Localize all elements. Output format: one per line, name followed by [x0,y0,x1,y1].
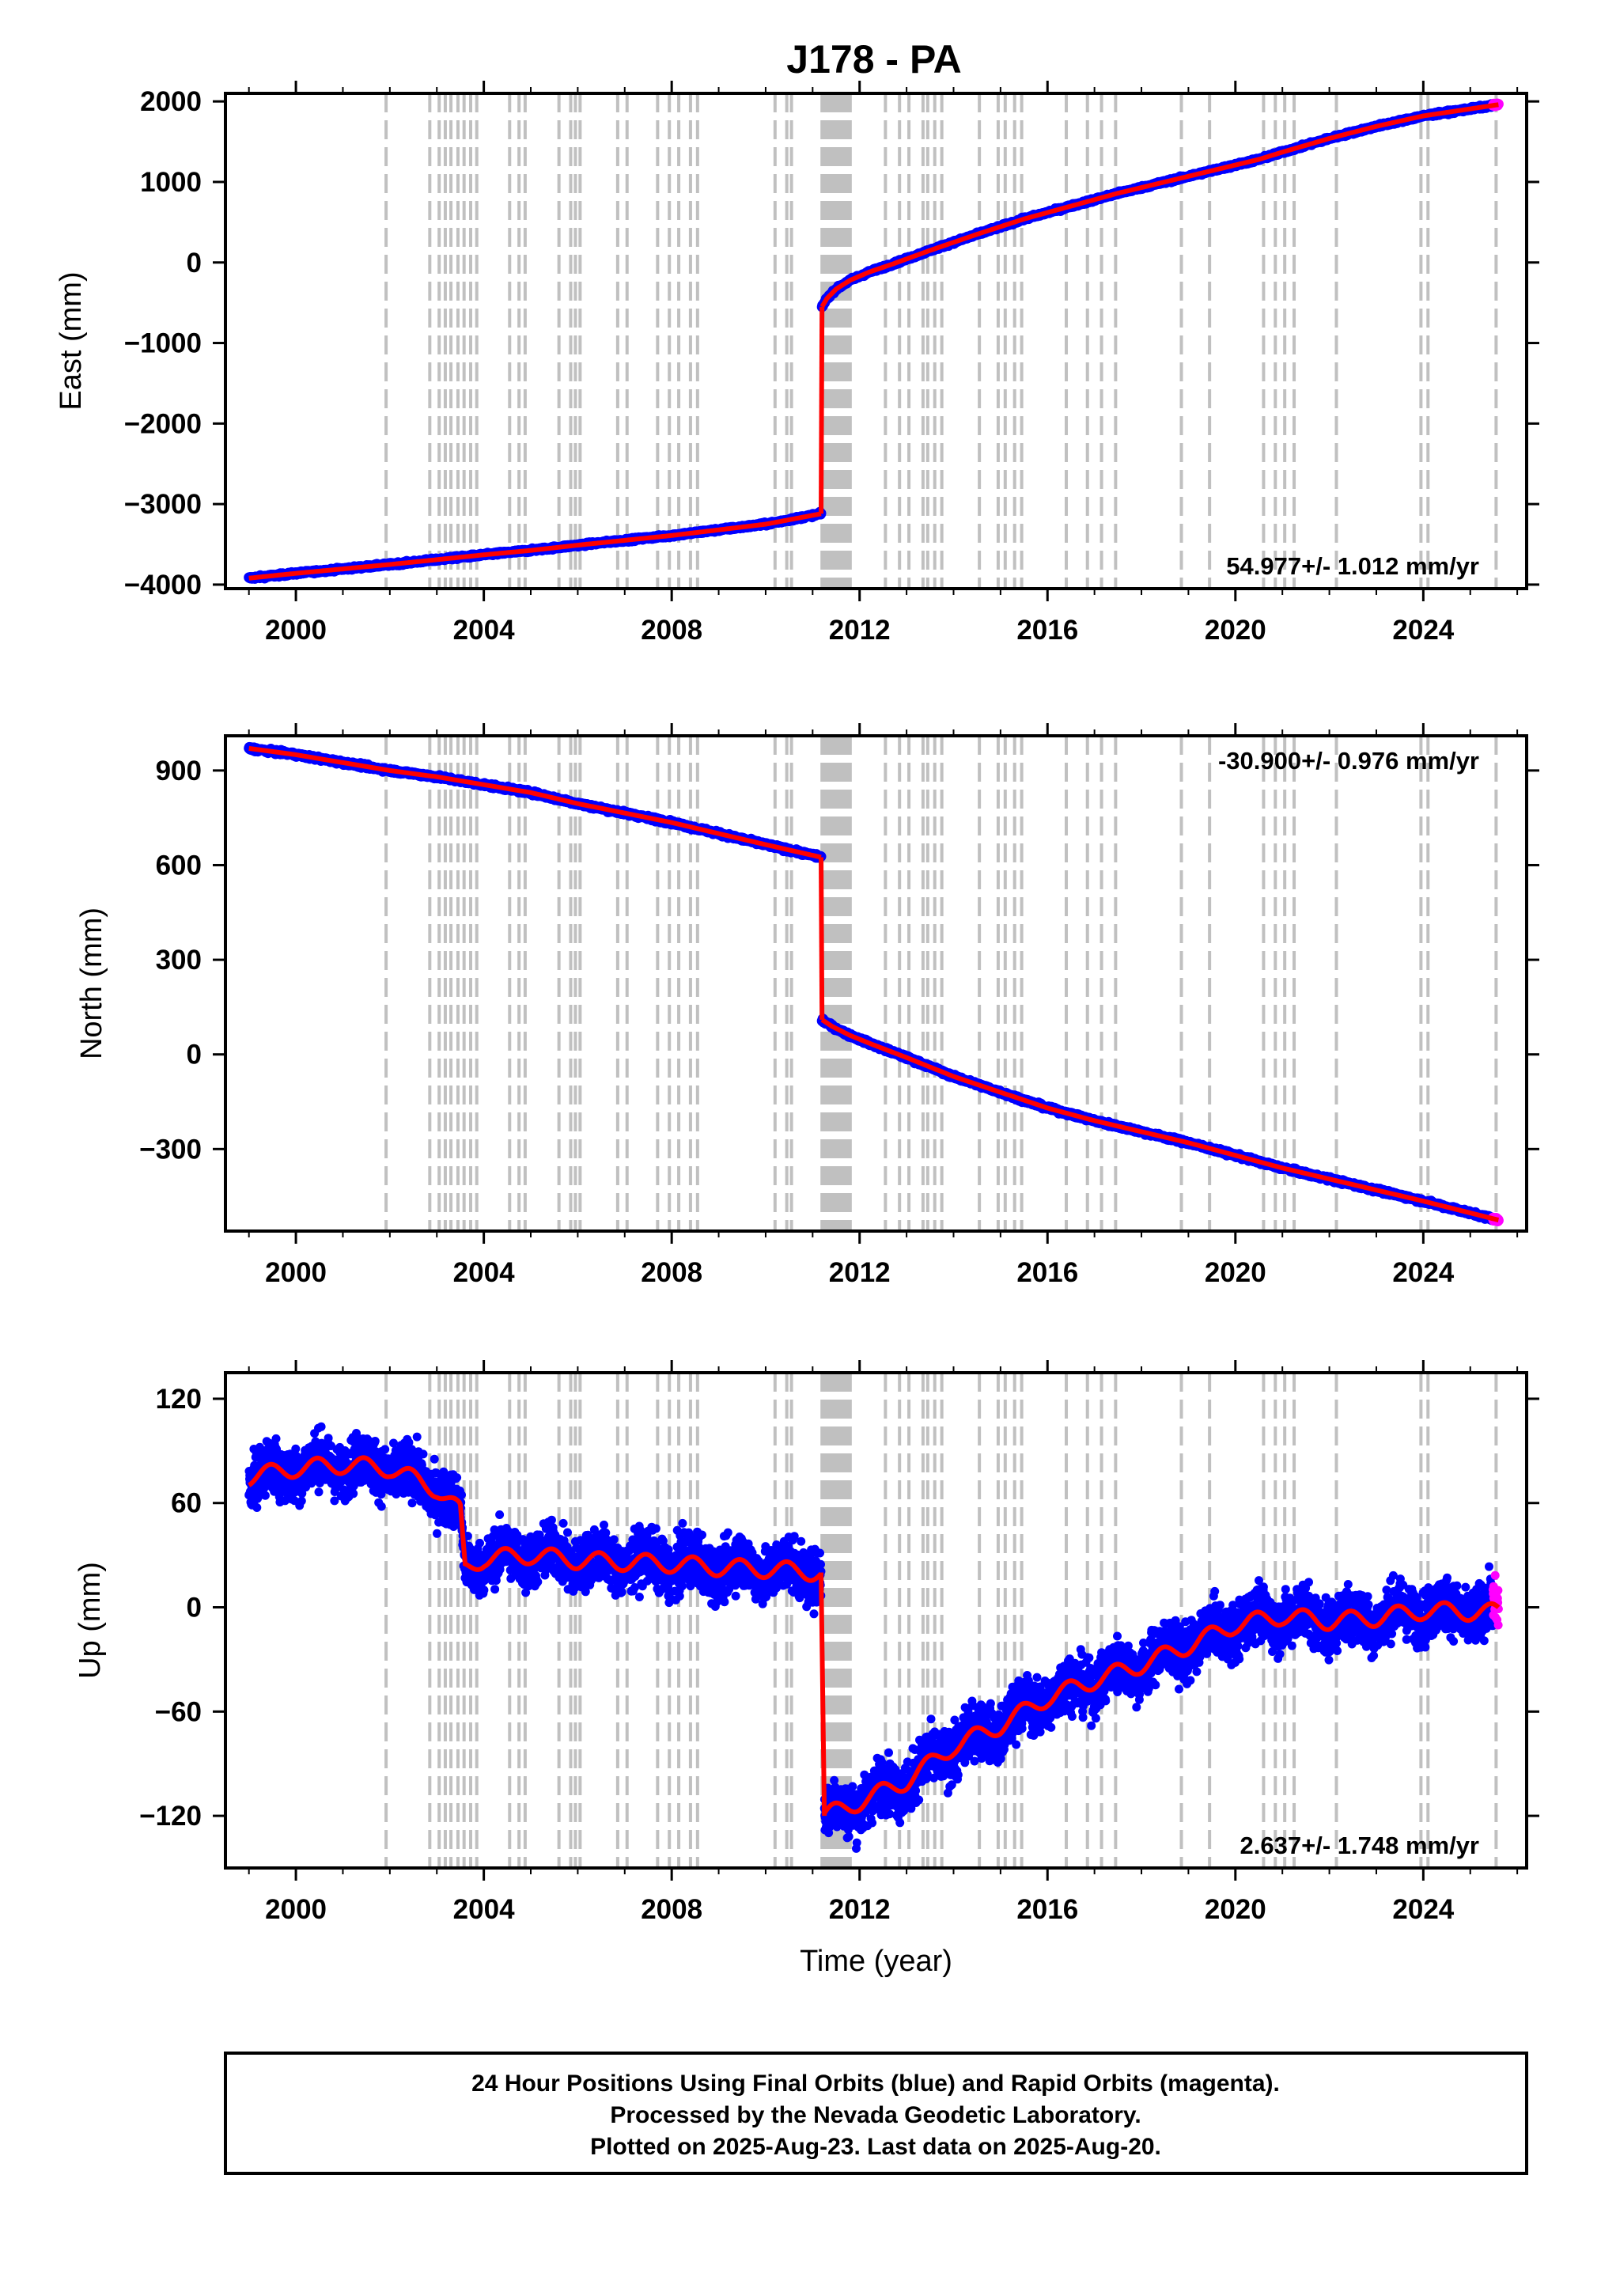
east-xtick-label: 2016 [1016,615,1078,646]
east-rate-label: 54.977+/- 1.012 mm/yr [1226,552,1479,580]
east-ylabel: East (mm) [55,271,88,410]
east-frame [224,92,1528,590]
east-ytick-label: 1000 [140,167,202,198]
east-event-lines [384,93,1498,589]
east-model-line [248,511,822,581]
east-step-line [819,306,825,514]
east-panel: 2000 2004 2008 2012 2016 2020 2024 2000 1000 0 −10… [55,81,1539,646]
east-ytick-label: 2000 [140,86,202,117]
east-xtick-label: 2000 [265,615,327,646]
east-model-line [819,102,1499,309]
east-model [248,102,1499,581]
east-ytick-label: −3000 [124,489,202,520]
east-ytick-label: −4000 [124,570,202,601]
east-xtick-label: 2020 [1205,615,1266,646]
east-ytick-label: 0 [187,248,202,278]
east-xtick-label: 2012 [829,615,891,646]
east-xtick-label: 2024 [1392,615,1454,646]
north-panel: 2000 2004 2008 2012 2016 2020 20249006003000−3… [75,723,1539,1288]
north-event-lines [384,736,1498,1231]
east-xtick-label: 2004 [453,615,515,646]
east-ytick-label: −2000 [124,408,202,439]
east-xtick-label: 2008 [641,615,702,646]
chart-title: J178 - PA [786,37,961,81]
east-ytick-label: −1000 [124,328,202,359]
